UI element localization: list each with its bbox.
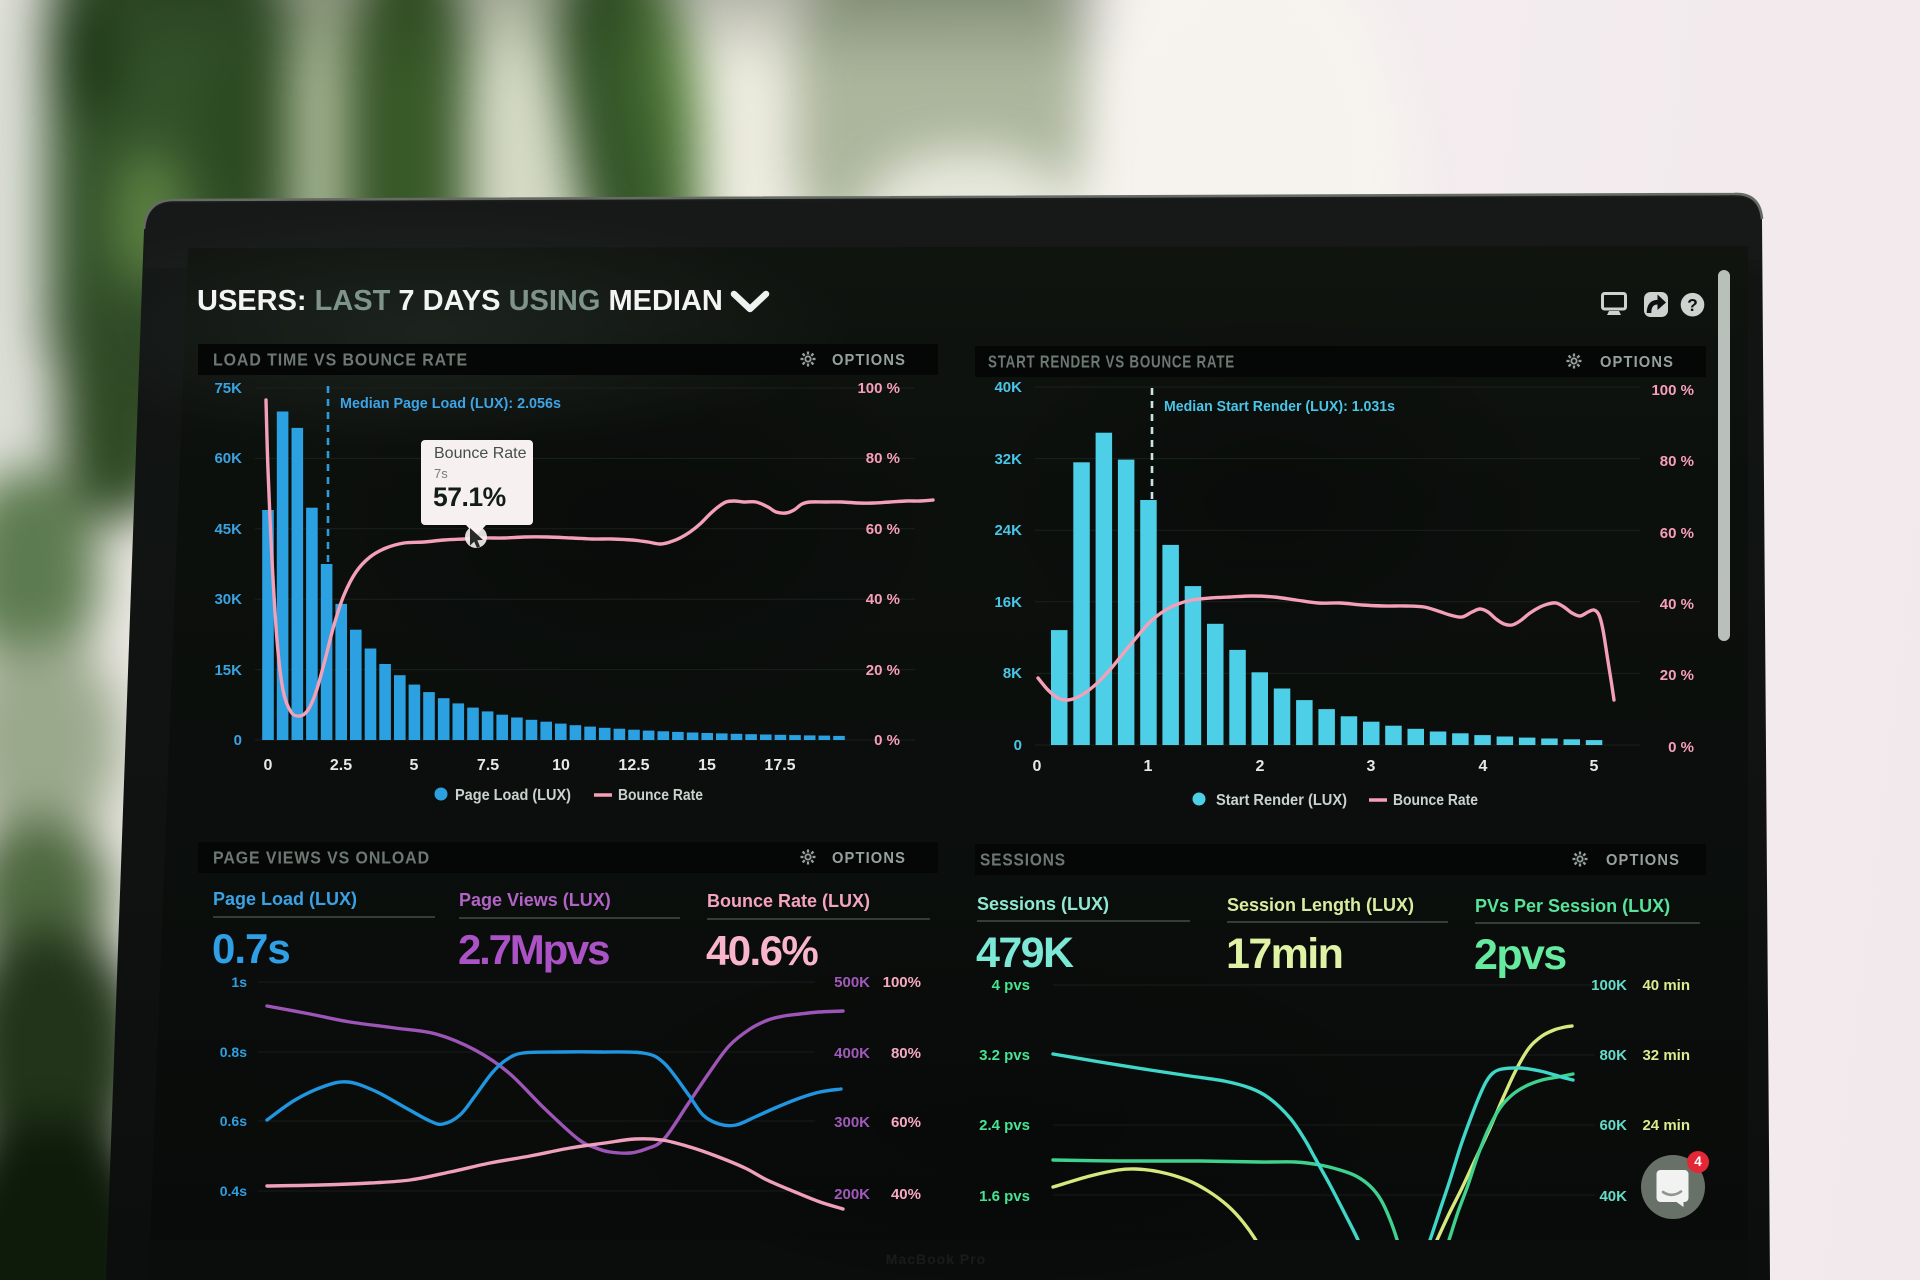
svg-text:3: 3 <box>1367 758 1376 775</box>
svg-text:4: 4 <box>1479 758 1488 775</box>
svg-text:100 %: 100 % <box>1651 382 1694 399</box>
svg-text:40K: 40K <box>994 379 1022 396</box>
svg-text:80%: 80% <box>891 1045 921 1062</box>
svg-text:Start Render (LUX): Start Render (LUX) <box>1216 792 1347 809</box>
svg-text:30K: 30K <box>214 591 242 608</box>
svg-text:500K: 500K <box>834 974 870 991</box>
svg-text:100%: 100% <box>883 974 921 991</box>
svg-text:24 min: 24 min <box>1642 1117 1690 1134</box>
svg-text:0.7s: 0.7s <box>212 925 290 972</box>
svg-text:20 %: 20 % <box>1660 667 1694 684</box>
svg-text:20 %: 20 % <box>866 662 900 679</box>
svg-text:0 %: 0 % <box>1668 739 1694 756</box>
svg-text:40 min: 40 min <box>1642 977 1690 994</box>
svg-text:60%: 60% <box>891 1114 921 1131</box>
svg-text:START RENDER VS BOUNCE RATE: START RENDER VS BOUNCE RATE <box>988 352 1235 372</box>
svg-text:0.6s: 0.6s <box>220 1113 247 1129</box>
svg-text:5: 5 <box>1590 758 1599 775</box>
svg-text:0: 0 <box>234 732 242 749</box>
svg-text:80 %: 80 % <box>1660 453 1694 470</box>
svg-text:OPTIONS: OPTIONS <box>1600 354 1674 371</box>
svg-text:200K: 200K <box>834 1186 870 1203</box>
svg-text:60 %: 60 % <box>866 521 900 538</box>
svg-text:2.5: 2.5 <box>330 757 352 774</box>
svg-text:80 %: 80 % <box>866 450 900 467</box>
svg-text:PAGE VIEWS VS ONLOAD: PAGE VIEWS VS ONLOAD <box>213 848 430 868</box>
svg-text:12.5: 12.5 <box>618 757 649 774</box>
svg-text:40 %: 40 % <box>1660 596 1694 613</box>
svg-text:7s: 7s <box>434 466 448 481</box>
svg-text:Median Page Load (LUX): 2.056s: Median Page Load (LUX): 2.056s <box>340 395 561 412</box>
svg-text:24K: 24K <box>994 522 1022 539</box>
svg-text:80K: 80K <box>1599 1047 1627 1064</box>
svg-text:5: 5 <box>410 757 419 774</box>
svg-text:SESSIONS: SESSIONS <box>980 850 1066 870</box>
svg-text:1: 1 <box>1144 758 1153 775</box>
svg-text:60K: 60K <box>214 450 242 467</box>
svg-text:7.5: 7.5 <box>477 757 499 774</box>
svg-text:0: 0 <box>1014 737 1022 754</box>
svg-text:MacBook Pro: MacBook Pro <box>886 1251 986 1267</box>
svg-text:0: 0 <box>1033 758 1042 775</box>
svg-text:Bounce Rate (LUX): Bounce Rate (LUX) <box>707 891 870 911</box>
svg-text:2.7Mpvs: 2.7Mpvs <box>458 926 609 973</box>
svg-text:40K: 40K <box>1599 1188 1627 1205</box>
svg-text:75K: 75K <box>214 380 242 397</box>
svg-text:1.6 pvs: 1.6 pvs <box>979 1188 1030 1205</box>
svg-text:40%: 40% <box>891 1186 921 1203</box>
svg-text:100 %: 100 % <box>857 380 900 397</box>
svg-text:Bounce Rate: Bounce Rate <box>1393 792 1478 809</box>
svg-text:10: 10 <box>552 757 570 774</box>
svg-text:40 %: 40 % <box>866 591 900 608</box>
svg-text:Median Start Render (LUX): 1.0: Median Start Render (LUX): 1.031s <box>1164 398 1395 415</box>
svg-text:1s: 1s <box>231 974 247 990</box>
svg-text:479K: 479K <box>976 929 1074 977</box>
svg-text:Bounce Rate: Bounce Rate <box>434 445 527 462</box>
svg-text:Session Length (LUX): Session Length (LUX) <box>1227 895 1414 915</box>
svg-text:15: 15 <box>698 757 716 774</box>
svg-text:40.6%: 40.6% <box>706 927 818 974</box>
svg-text:60 %: 60 % <box>1660 525 1694 542</box>
svg-text:OPTIONS: OPTIONS <box>832 850 906 867</box>
svg-text:45K: 45K <box>214 521 242 538</box>
svg-text:17.5: 17.5 <box>764 757 795 774</box>
svg-text:32K: 32K <box>994 451 1022 468</box>
svg-text:0.8s: 0.8s <box>220 1044 247 1060</box>
svg-text:OPTIONS: OPTIONS <box>832 352 906 369</box>
svg-text:0 %: 0 % <box>874 732 900 749</box>
svg-text:100K: 100K <box>1591 977 1627 994</box>
svg-text:17min: 17min <box>1226 930 1342 978</box>
svg-text:400K: 400K <box>834 1045 870 1062</box>
svg-text:57.1%: 57.1% <box>433 482 506 512</box>
svg-text:32 min: 32 min <box>1642 1047 1690 1064</box>
svg-text:60K: 60K <box>1599 1117 1627 1134</box>
svg-text:300K: 300K <box>834 1114 870 1131</box>
svg-text:Page Load (LUX): Page Load (LUX) <box>455 787 571 804</box>
svg-text:LOAD TIME VS BOUNCE RATE: LOAD TIME VS BOUNCE RATE <box>213 350 468 370</box>
svg-text:OPTIONS: OPTIONS <box>1606 852 1680 869</box>
svg-text:2: 2 <box>1256 758 1265 775</box>
svg-text:?: ? <box>1687 295 1698 315</box>
svg-text:Bounce Rate: Bounce Rate <box>618 787 703 804</box>
svg-text:4 pvs: 4 pvs <box>992 977 1030 994</box>
svg-text:0.4s: 0.4s <box>220 1183 247 1199</box>
svg-text:Page Views (LUX): Page Views (LUX) <box>459 890 611 910</box>
svg-text:Sessions (LUX): Sessions (LUX) <box>977 894 1109 914</box>
svg-text:2.4 pvs: 2.4 pvs <box>979 1117 1030 1134</box>
svg-text:Page Load (LUX): Page Load (LUX) <box>213 889 357 909</box>
svg-text:PVs Per Session (LUX): PVs Per Session (LUX) <box>1475 896 1670 916</box>
svg-text:16K: 16K <box>994 594 1022 611</box>
svg-text:3.2 pvs: 3.2 pvs <box>979 1047 1030 1064</box>
svg-text:15K: 15K <box>214 662 242 679</box>
svg-text:8K: 8K <box>1003 665 1022 682</box>
svg-text:2pvs: 2pvs <box>1474 931 1566 979</box>
svg-text:0: 0 <box>264 757 273 774</box>
